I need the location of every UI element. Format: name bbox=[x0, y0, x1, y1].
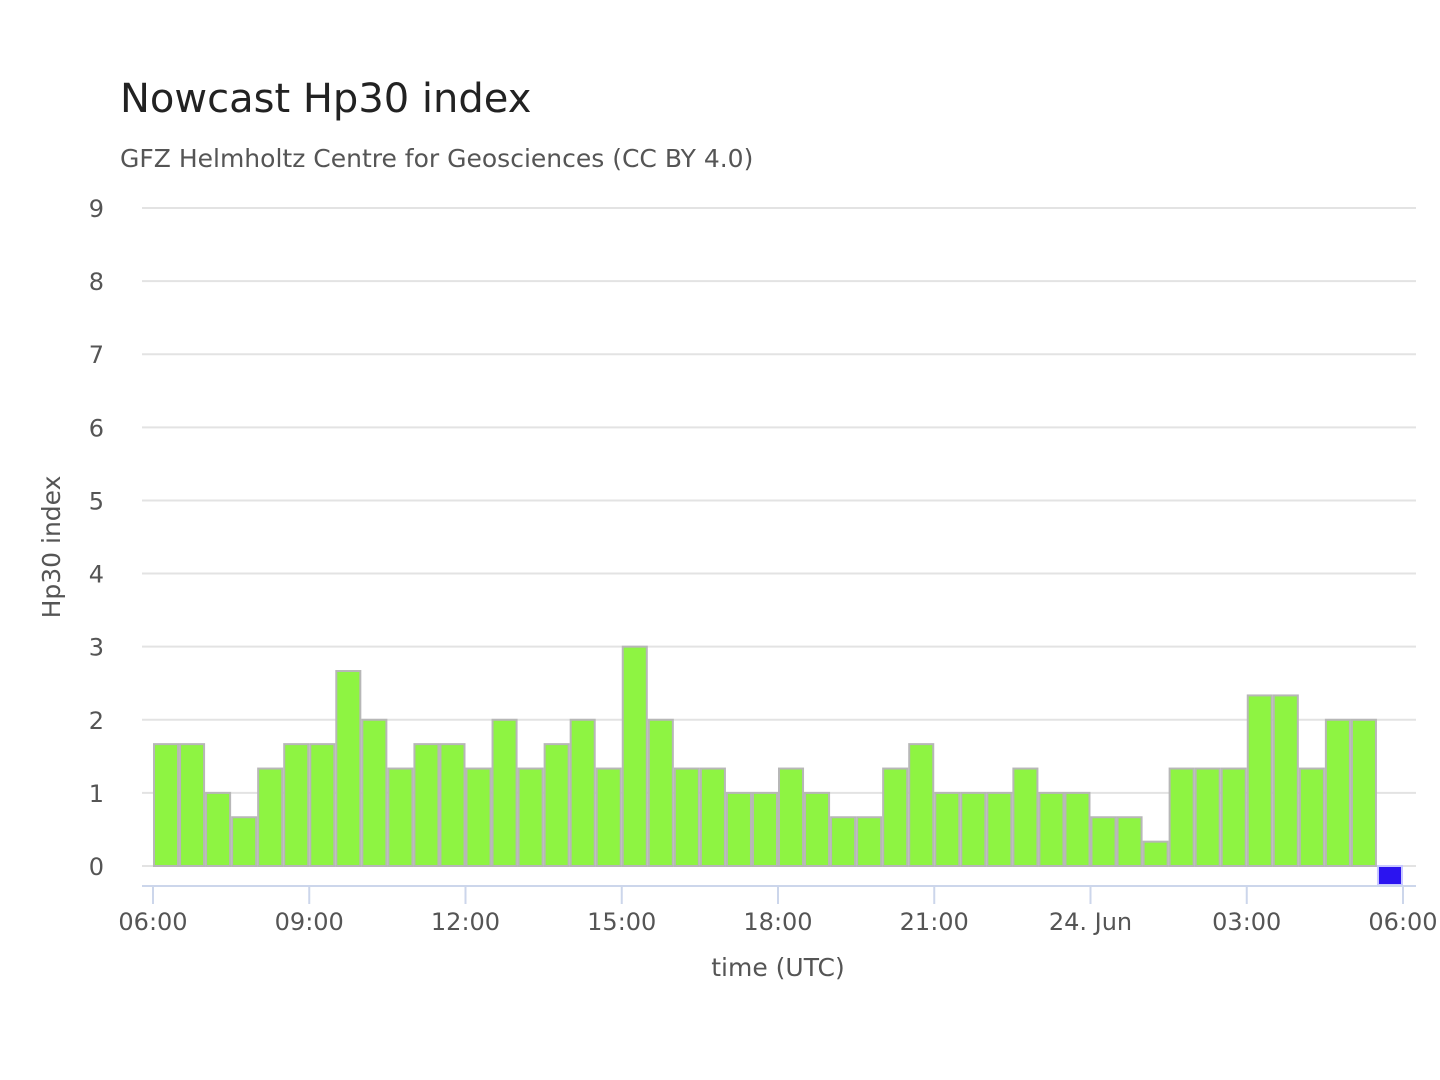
bar-17[interactable] bbox=[595, 767, 622, 868]
bar-3[interactable] bbox=[231, 816, 258, 867]
bar-45[interactable] bbox=[1324, 718, 1351, 867]
bar-34[interactable] bbox=[1038, 791, 1065, 868]
bar-7[interactable] bbox=[335, 670, 362, 868]
bar-12[interactable] bbox=[465, 767, 492, 868]
bar-29[interactable] bbox=[908, 743, 935, 867]
bar-35[interactable] bbox=[1064, 791, 1091, 868]
bar-31[interactable] bbox=[960, 791, 987, 868]
x-tick-label-8: 06:00 bbox=[1368, 908, 1437, 936]
x-tick-label-2: 12:00 bbox=[431, 908, 500, 936]
bar-41[interactable] bbox=[1220, 767, 1247, 868]
x-tick-label-6: 24. Jun bbox=[1049, 908, 1132, 936]
bars bbox=[153, 645, 1404, 886]
bar-36[interactable] bbox=[1090, 816, 1117, 867]
bar-37[interactable] bbox=[1116, 816, 1143, 867]
bar-24[interactable] bbox=[778, 767, 805, 868]
y-tick-label-4: 4 bbox=[89, 561, 104, 589]
bar-4[interactable] bbox=[257, 767, 284, 868]
x-tick-label-1: 09:00 bbox=[275, 908, 344, 936]
bar-26[interactable] bbox=[830, 816, 857, 867]
bar-46[interactable] bbox=[1350, 718, 1377, 867]
x-tick-label-4: 18:00 bbox=[743, 908, 812, 936]
bar-2[interactable] bbox=[205, 791, 232, 868]
x-axis bbox=[142, 885, 1416, 904]
bar-42[interactable] bbox=[1246, 694, 1273, 867]
y-axis-title: Hp30 index bbox=[37, 476, 66, 619]
x-axis-title: time (UTC) bbox=[711, 953, 845, 982]
chart-title: Nowcast Hp30 index bbox=[120, 76, 532, 122]
bar-9[interactable] bbox=[387, 767, 414, 868]
bar-13[interactable] bbox=[491, 718, 518, 867]
bar-23[interactable] bbox=[751, 791, 778, 868]
bar-44[interactable] bbox=[1298, 767, 1325, 868]
bar-43[interactable] bbox=[1272, 694, 1299, 867]
bar-33[interactable] bbox=[1012, 767, 1039, 868]
y-tick-label-2: 2 bbox=[89, 707, 104, 735]
bar-40[interactable] bbox=[1194, 767, 1221, 868]
y-tick-label-6: 6 bbox=[89, 414, 104, 442]
x-tick-label-0: 06:00 bbox=[118, 908, 187, 936]
bar-15[interactable] bbox=[543, 743, 570, 867]
bar-20[interactable] bbox=[673, 767, 700, 868]
chart-subtitle: GFZ Helmholtz Centre for Geosciences (CC… bbox=[120, 144, 754, 173]
x-tick-label-5: 21:00 bbox=[900, 908, 969, 936]
bar-16[interactable] bbox=[569, 718, 596, 867]
bar-25[interactable] bbox=[804, 791, 831, 868]
bar-32[interactable] bbox=[986, 791, 1013, 868]
y-tick-label-0: 0 bbox=[89, 853, 104, 881]
y-tick-labels: 0 1 2 3 4 5 6 7 8 9 bbox=[89, 195, 104, 881]
bar-18[interactable] bbox=[621, 645, 648, 868]
y-tick-label-7: 7 bbox=[89, 341, 104, 369]
bar-5[interactable] bbox=[283, 743, 310, 867]
bar-27[interactable] bbox=[856, 816, 883, 867]
y-tick-label-1: 1 bbox=[89, 780, 104, 808]
x-tick-label-7: 03:00 bbox=[1212, 908, 1281, 936]
x-tick-label-3: 15:00 bbox=[587, 908, 656, 936]
bar-22[interactable] bbox=[725, 791, 752, 868]
bar-11[interactable] bbox=[439, 743, 466, 867]
bar-21[interactable] bbox=[699, 767, 726, 868]
bar-10[interactable] bbox=[413, 743, 440, 867]
grid-lines bbox=[142, 207, 1416, 867]
bar-14[interactable] bbox=[517, 767, 544, 868]
bar-30[interactable] bbox=[934, 791, 961, 868]
x-tick-labels: 06:00 09:00 12:00 15:00 18:00 21:00 24. Jun 03:… bbox=[118, 908, 1437, 936]
bar-28[interactable] bbox=[882, 767, 909, 868]
bar-0[interactable] bbox=[153, 743, 180, 867]
bar-47[interactable] bbox=[1376, 865, 1404, 886]
y-tick-label-5: 5 bbox=[89, 487, 104, 515]
y-tick-label-9: 9 bbox=[89, 195, 104, 223]
bar-19[interactable] bbox=[647, 718, 674, 867]
bar-1[interactable] bbox=[179, 743, 206, 867]
y-tick-label-3: 3 bbox=[89, 634, 104, 662]
bar-6[interactable] bbox=[309, 743, 336, 867]
y-tick-label-8: 8 bbox=[89, 268, 104, 296]
bar-39[interactable] bbox=[1168, 767, 1195, 868]
bar-38[interactable] bbox=[1142, 840, 1169, 867]
bar-8[interactable] bbox=[361, 718, 388, 867]
